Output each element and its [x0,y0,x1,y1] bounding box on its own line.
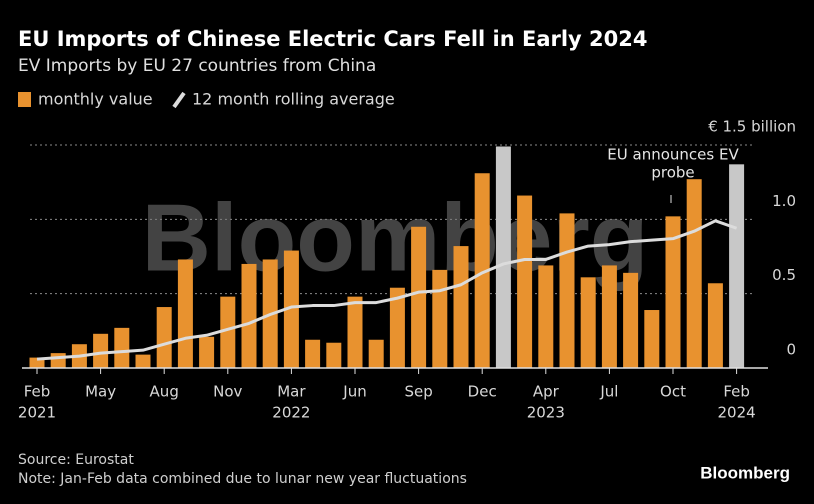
x-tick-label: Dec [468,383,497,401]
annotation: probe [651,164,694,182]
bar [177,259,193,368]
bar [411,226,427,368]
y-tick-label: 1.0 [772,192,796,210]
x-tick-label: May [85,383,116,401]
bar [580,277,596,368]
bar [241,263,257,368]
x-tick-label: Oct [660,383,686,401]
bar [517,195,533,368]
x-tick-label: Jul [599,383,618,401]
x-tick-label: Jun [342,383,366,401]
x-year-label: 2021 [18,404,56,422]
bar [495,146,511,368]
bar [93,333,109,368]
y-tick-label: € 1.5 billion [708,118,796,136]
bar [474,173,490,368]
chart-subtitle: EV Imports by EU 27 countries from China [18,56,376,76]
bar [220,296,236,368]
note: Note: Jan-Feb data combined due to lunar… [18,471,467,487]
bar [432,269,448,368]
x-tick-label: Feb [723,383,750,401]
legend-label: 12 month rolling average [192,90,395,109]
source: Source: Eurostat [18,452,134,468]
bar [601,265,617,368]
x-tick-label: Feb [24,383,51,401]
chart-title: EU Imports of Chinese Electric Cars Fell… [18,27,648,51]
x-tick-label: Aug [150,383,179,401]
bar [29,357,45,368]
bar [453,246,469,368]
legend-label: monthly value [38,90,153,109]
bar [283,250,299,368]
bar [644,310,660,368]
bar [50,353,66,368]
bar [305,339,321,368]
x-tick-label: Apr [533,383,560,401]
x-tick-label: Sep [404,383,432,401]
bar [623,272,639,368]
x-tick-label: Nov [213,383,242,401]
rolling-average-line [36,219,738,361]
legend-swatch [18,92,31,107]
bar [156,307,172,368]
bar [729,164,745,368]
bar [199,336,215,368]
bar [326,342,342,368]
legend-swatch [172,91,186,109]
bar [114,327,130,368]
bar [707,283,723,368]
bar [665,216,681,368]
bar [135,354,151,368]
y-tick-label: 0 [786,341,796,359]
bar [538,265,554,368]
x-tick-label: Mar [277,383,306,401]
logo: Bloomberg [700,463,790,482]
y-tick-label: 0.5 [772,266,796,284]
x-year-label: 2022 [272,404,310,422]
x-year-label: 2024 [718,404,756,422]
bar [559,213,575,368]
bar [389,287,405,368]
bar [686,179,702,368]
annotation: EU announces EV [607,146,739,164]
x-year-label: 2023 [527,404,565,422]
bar [368,339,384,368]
bar [347,296,363,368]
